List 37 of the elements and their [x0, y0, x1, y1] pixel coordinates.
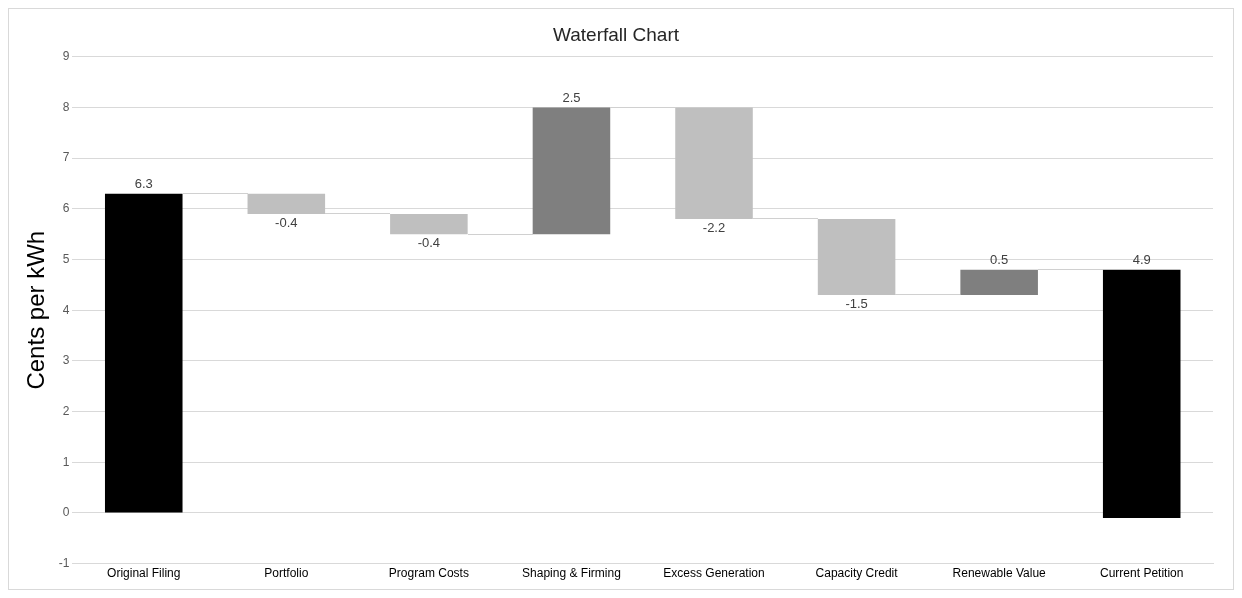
- bar: [104, 193, 183, 513]
- data-label: 2.5: [562, 89, 581, 105]
- y-tick-label: 0: [62, 505, 70, 520]
- data-label: -2.2: [702, 220, 726, 236]
- y-tick-label: 9: [62, 49, 70, 64]
- y-tick-label: 1: [62, 454, 70, 469]
- bar: [390, 213, 468, 235]
- x-tick-label: Original Filing: [107, 566, 181, 581]
- x-tick-label: Program Costs: [388, 566, 469, 581]
- x-tick-label: Renewable Value: [952, 566, 1047, 581]
- y-axis-title: Cents per kWh: [22, 230, 50, 390]
- bar: [247, 193, 326, 214]
- data-label: -0.4: [417, 235, 441, 251]
- data-label: 6.3: [134, 175, 153, 191]
- y-tick-label: 5: [62, 251, 70, 266]
- data-label: 4.9: [1132, 251, 1151, 267]
- bar: [532, 107, 611, 235]
- bar: [1102, 269, 1181, 518]
- y-tick-label: 8: [62, 99, 70, 114]
- y-tick-label: 7: [62, 150, 70, 165]
- y-tick-label: 6: [62, 201, 70, 216]
- bar: [675, 107, 753, 219]
- data-label: -0.4: [275, 214, 298, 230]
- x-tick-label: Current Petition: [1100, 566, 1184, 581]
- bar: [817, 218, 896, 295]
- y-tick-label: 4: [62, 302, 70, 317]
- y-tick-label: -1: [58, 555, 70, 570]
- x-tick-label: Capacity Credit: [815, 566, 899, 581]
- data-label: -1.5: [845, 296, 868, 312]
- y-tick-label: 3: [62, 353, 70, 368]
- x-tick-label: Excess Generation: [663, 566, 765, 581]
- x-tick-label: Shaping & Firming: [522, 566, 621, 581]
- data-label: 0.5: [990, 251, 1009, 267]
- bar: [960, 269, 1038, 295]
- y-tick-label: 2: [62, 403, 70, 418]
- chart-title: Waterfall Chart: [553, 23, 680, 45]
- x-tick-label: Portfolio: [264, 566, 309, 581]
